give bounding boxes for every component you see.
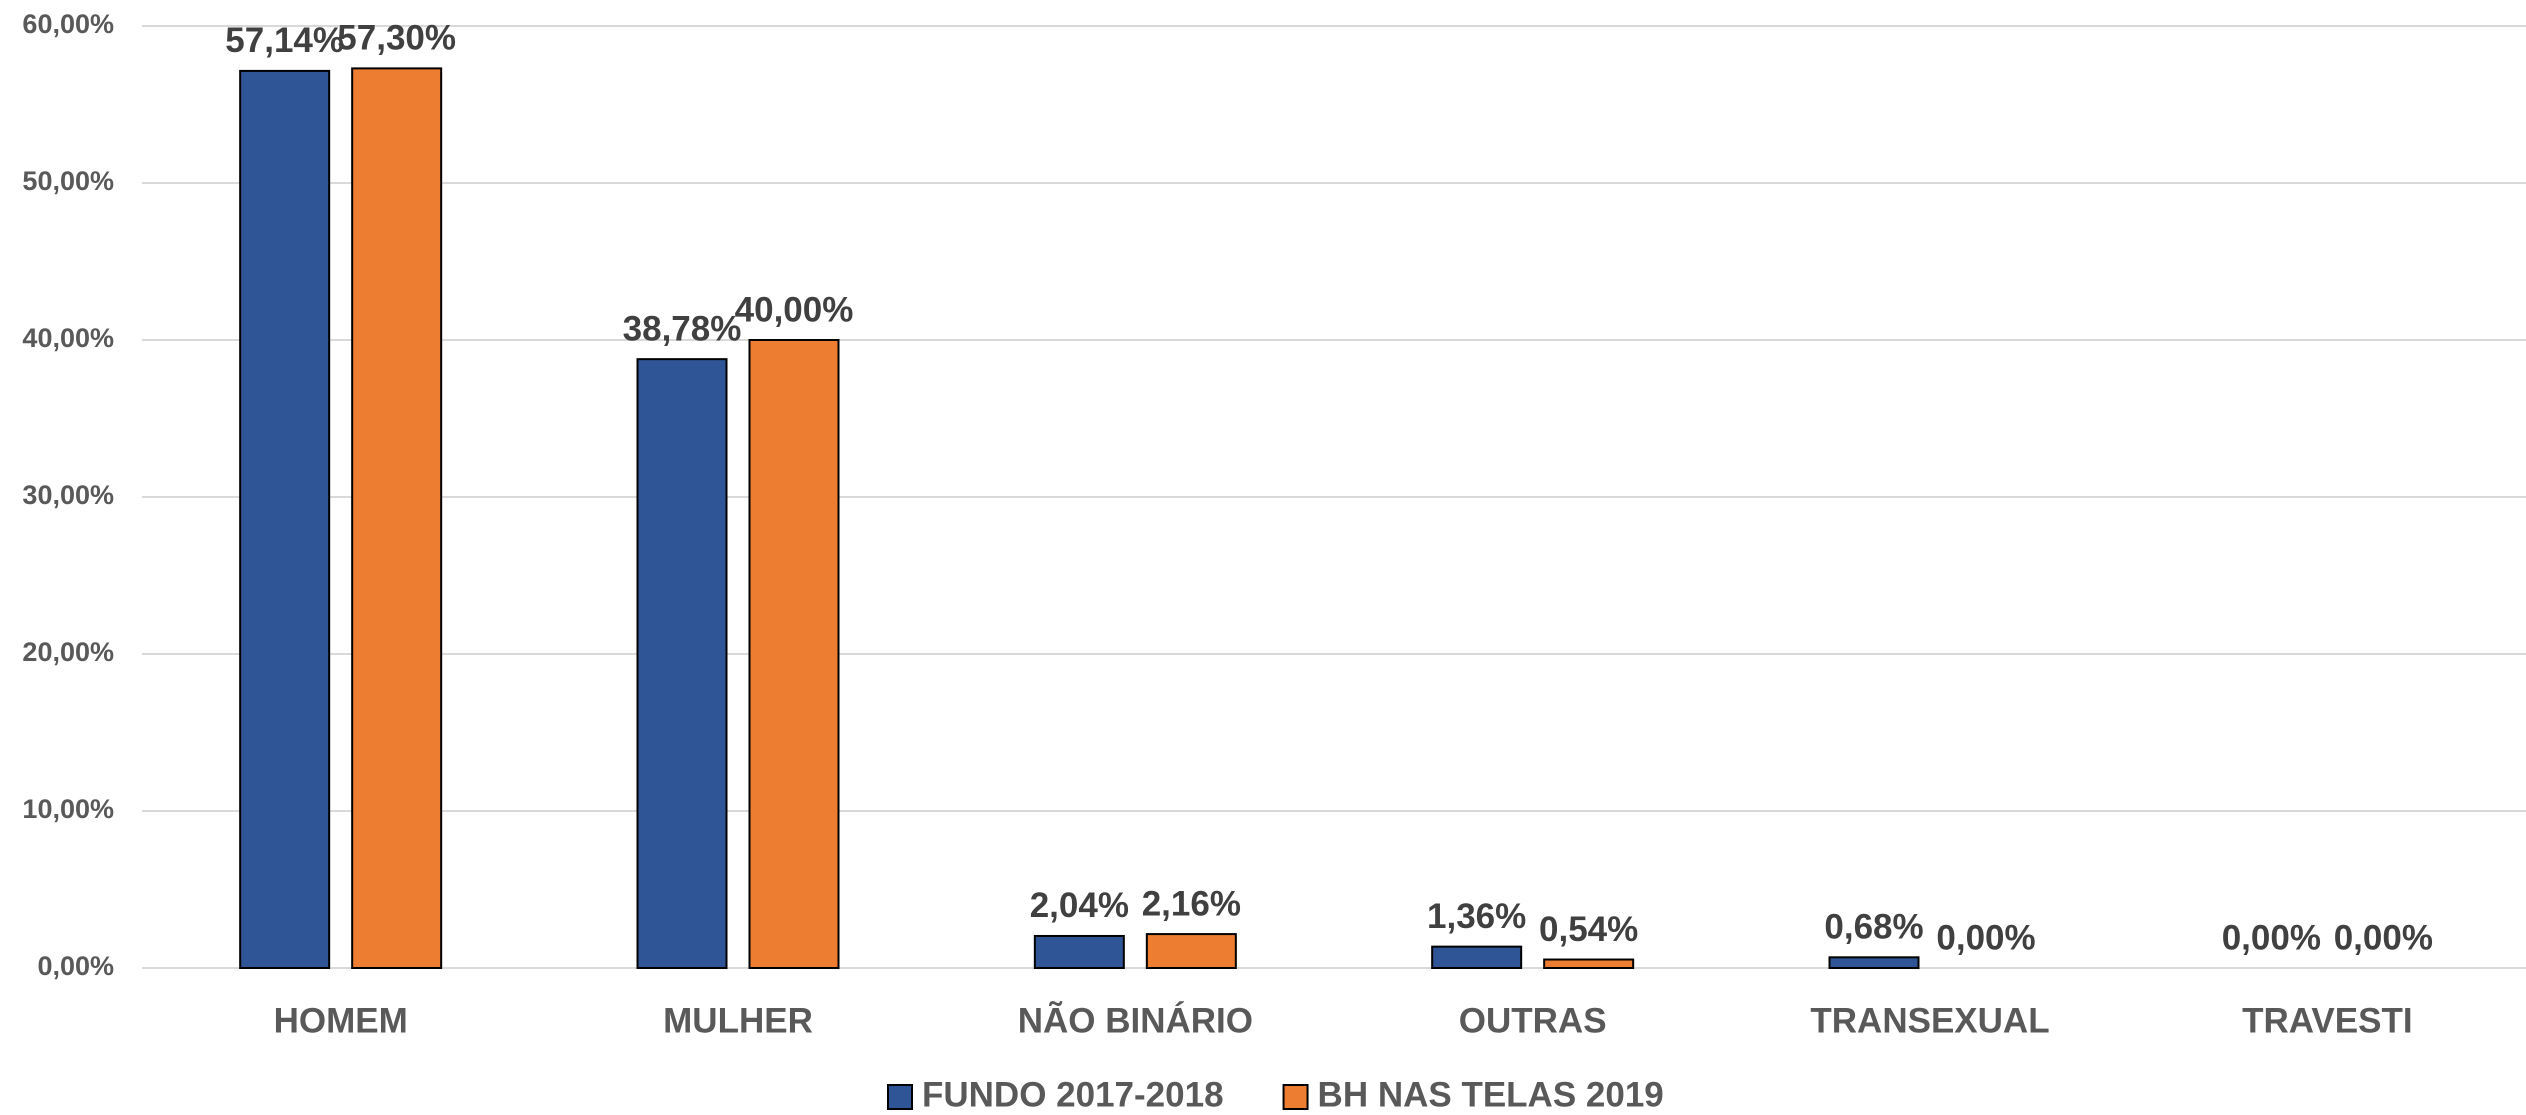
legend-swatch xyxy=(1282,1084,1309,1110)
bar xyxy=(239,69,331,970)
value-label: 40,00% xyxy=(735,290,854,329)
legend-swatch xyxy=(887,1084,913,1110)
value-label: 2,04% xyxy=(1030,886,1129,925)
bar xyxy=(1431,945,1523,970)
y-tick-label: 20,00% xyxy=(22,637,114,667)
x-tick-label: OUTRAS xyxy=(1459,1001,1607,1040)
value-label: 0,00% xyxy=(2222,918,2321,957)
bar xyxy=(1145,933,1237,970)
bar xyxy=(748,339,840,969)
value-label: 0,00% xyxy=(1936,918,2035,957)
value-label: 0,68% xyxy=(1824,908,1923,947)
y-tick-label: 40,00% xyxy=(22,323,114,353)
bar xyxy=(1033,934,1125,969)
y-tick-label: 50,00% xyxy=(22,166,114,196)
legend-label: BH NAS TELAS 2019 xyxy=(1318,1075,1664,1114)
legend-label: FUNDO 2017-2018 xyxy=(922,1075,1224,1114)
y-tick-label: 0,00% xyxy=(37,951,114,981)
y-tick-label: 60,00% xyxy=(22,9,114,39)
value-label: 1,36% xyxy=(1427,897,1526,936)
x-tick-label: NÃO BINÁRIO xyxy=(1018,1000,1253,1040)
value-label: 57,30% xyxy=(337,19,456,58)
x-tick-label: MULHER xyxy=(663,1001,813,1040)
x-tick-label: TRAVESTI xyxy=(2242,1001,2412,1040)
value-label: 2,16% xyxy=(1142,884,1241,923)
bar xyxy=(1828,956,1920,969)
value-label: 38,78% xyxy=(623,309,742,348)
bar xyxy=(351,67,443,969)
value-label: 0,54% xyxy=(1539,910,1638,949)
x-tick-label: TRANSEXUAL xyxy=(1810,1001,2049,1040)
value-label: 0,00% xyxy=(2334,918,2433,957)
value-label: 57,14% xyxy=(225,21,344,60)
x-tick-label: HOMEM xyxy=(274,1001,408,1040)
y-tick-label: 30,00% xyxy=(22,480,114,510)
bar xyxy=(1543,958,1635,969)
bar xyxy=(636,358,728,969)
y-tick-label: 10,00% xyxy=(22,794,114,824)
